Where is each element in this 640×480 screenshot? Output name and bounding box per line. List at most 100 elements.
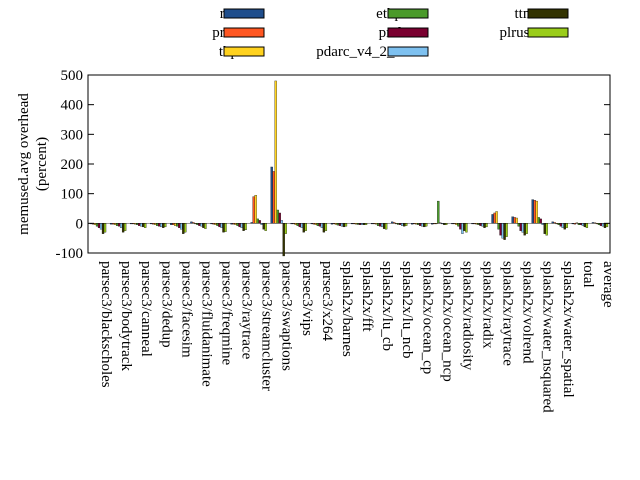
bar-prcl-parsec3-bodytrack: [117, 223, 121, 227]
bar-thp-parsec3-facesim: [174, 223, 177, 226]
x-tick-label: splash2x/radiosity: [459, 261, 475, 371]
bar-plrus-2-parsec3-canneal: [144, 223, 147, 228]
x-tick-label: parsec3/fluidanimate: [198, 261, 214, 387]
bar-ethp-parsec3-fluidanimate: [196, 223, 199, 225]
bar-prec-splash2x-volrend: [513, 217, 516, 224]
bar-prec-parsec3-streamcluster: [252, 196, 255, 224]
bar-ttmo-parsec3-raytrace: [242, 223, 245, 231]
bar-ttmo-parsec3-canneal: [142, 223, 145, 228]
bar-ethp-parsec3-vips: [296, 223, 299, 226]
bar-ethp-splash2x-lu-cb: [376, 223, 380, 226]
bar-rec-splash2x-raytrace: [491, 214, 494, 224]
bar-plrus-2-parsec3-blackscholes: [103, 223, 107, 233]
bar-prcl-parsec3-vips: [298, 223, 301, 228]
bar-thp-splash2x-radiosity: [455, 223, 458, 225]
bar-prcl-splash2x-water-nsquared: [539, 218, 542, 224]
bar-ttmo-splash2x-volrend: [523, 223, 526, 236]
x-tick-label: parsec3/freqmine: [219, 261, 235, 365]
legend-swatch-pdarc_v4_2_2: [387, 46, 429, 57]
bar-thp-parsec3-freqmine: [214, 223, 217, 225]
bar-ethp-splash2x-radiosity: [457, 223, 460, 227]
bar-pdarc_v4_2_2-parsec3-facesim: [180, 223, 183, 230]
x-tick-label: parsec3/raytrace: [239, 261, 255, 360]
bar-prcl-parsec3-fluidanimate: [198, 223, 201, 226]
bar-thp-splash2x-volrend: [515, 217, 518, 224]
x-tick-label: parsec3/swaptions: [279, 261, 295, 371]
bar-ttmo-splash2x-ocean-ncp: [443, 223, 446, 225]
bar-prcl-splash2x-raytrace: [499, 223, 502, 236]
bar-thp-splash2x-water-nsquared: [535, 200, 538, 224]
bar-ttmo-splash2x-water-nsquared: [543, 223, 546, 234]
y-tick-label: 300: [61, 127, 84, 143]
bar-pdarc_v4_2_2-splash2x-ocean-cp: [421, 223, 424, 227]
bar-prcl-parsec3-blackscholes: [97, 223, 101, 228]
bar-plrus-2-splash2x-water-spatial: [565, 223, 568, 228]
bar-prcl-parsec3-canneal: [138, 223, 141, 226]
bar-ttmo-parsec3-facesim: [182, 223, 185, 234]
bar-prcl-splash2x-lu-cb: [378, 223, 382, 227]
bar-pdarc_v4_2_2-splash2x-water-spatial: [561, 223, 564, 228]
bar-ttmo-splash2x-radiosity: [463, 223, 466, 231]
bar-prcl-splash2x-water-spatial: [559, 223, 562, 227]
y-axis: -100 0 100 200 300 400 500: [56, 68, 610, 262]
bar-prcl-average: [599, 223, 603, 226]
bar-ttmo-splash2x-lu-cb: [382, 223, 386, 229]
bar-pdarc_v4_2_2-parsec3-fluidanimate: [200, 223, 203, 227]
legend-label-pdarc_v4_2_2: pdarc_v4_2_2: [316, 44, 402, 60]
bar-thp-parsec3-x264: [314, 223, 318, 225]
legend-swatch-ethp: [387, 8, 429, 19]
bar-plrus-2-total: [585, 223, 589, 228]
bar-ttmo-splash2x-radix: [483, 223, 486, 228]
bar-ethp-parsec3-raytrace: [236, 223, 239, 226]
bar-pdarc_v4_2_2-parsec3-bodytrack: [119, 223, 123, 228]
y-axis-label-line: (percent): [34, 137, 50, 191]
y-tick-label: 100: [61, 187, 84, 203]
bar-pdarc_v4_2_2-parsec3-x264: [320, 223, 324, 228]
x-tick-label: parsec3/facesim: [178, 261, 194, 358]
bar-ttmo-parsec3-vips: [302, 223, 305, 233]
x-tick-label: splash2x/lu_cb: [379, 261, 395, 351]
bar-plrus-2-splash2x-radiosity: [465, 223, 468, 233]
bar-plrus-2-splash2x-volrend: [525, 223, 528, 234]
bar-pdarc_v4_2_2-splash2x-lu-cb: [380, 223, 384, 228]
bar-rec-parsec3-fluidanimate: [190, 221, 193, 224]
bar-ethp-average: [597, 223, 601, 225]
bar-pdarc_v4_2_2-parsec3-dedup: [160, 223, 163, 228]
y-axis-label-line: memused.avg overhead: [16, 93, 32, 235]
bar-ttmo-parsec3-streamcluster: [262, 223, 265, 230]
bar-ttmo-splash2x-lu-ncb: [403, 223, 406, 227]
bar-plrus-2-average: [605, 223, 609, 228]
y-tick-label: 0: [76, 216, 84, 232]
bar-ethp-splash2x-water-nsquared: [537, 217, 540, 224]
bar-ethp-splash2x-barnes: [336, 223, 340, 226]
bar-ttmo-splash2x-fft: [362, 223, 366, 225]
bar-plrus-2-parsec3-streamcluster: [264, 223, 267, 231]
bar-prcl-splash2x-radiosity: [459, 223, 462, 230]
bar-rec-splash2x-volrend: [511, 216, 514, 224]
bar-thp-parsec3-dedup: [154, 223, 157, 225]
bar-pdarc_v4_2_2-parsec3-raytrace: [240, 223, 243, 228]
bar-ttmo-splash2x-water-spatial: [563, 223, 566, 230]
y-tick-label: -100: [56, 246, 84, 262]
bar-ttmo-parsec3-bodytrack: [121, 223, 125, 233]
bar-prec-splash2x-raytrace: [493, 212, 496, 224]
x-tick-label: parsec3/x264: [319, 261, 335, 341]
x-tick-label: splash2x/water_nsquared: [540, 261, 556, 413]
bar-plrus-2-splash2x-radix: [485, 223, 488, 228]
x-tick-label: parsec3/canneal: [138, 261, 154, 357]
x-tick-label: splash2x/fft: [359, 261, 375, 332]
bar-prcl-parsec3-streamcluster: [258, 220, 261, 224]
bar-prcl-parsec3-dedup: [158, 223, 161, 227]
bar-ttmo-parsec3-dedup: [162, 223, 165, 228]
bar-ethp-splash2x-volrend: [517, 223, 520, 227]
y-axis-label: memused.avg overhead (percent): [16, 93, 50, 235]
bar-plrus-2-parsec3-freqmine: [224, 223, 227, 232]
bar-pdarc_v4_2_2-splash2x-fft: [360, 223, 364, 225]
bar-prcl-parsec3-swaptions: [278, 212, 281, 224]
bar-pdarc_v4_2_2-parsec3-canneal: [140, 223, 143, 227]
bar-rec-splash2x-lu-ncb: [391, 221, 394, 224]
legend-swatch-ttmo: [527, 8, 569, 19]
bar-pdarc_v4_2_2-parsec3-blackscholes: [99, 223, 103, 230]
bar-plrus-2-parsec3-vips: [304, 223, 307, 231]
x-tick-label: parsec3/blackscholes: [98, 261, 114, 388]
